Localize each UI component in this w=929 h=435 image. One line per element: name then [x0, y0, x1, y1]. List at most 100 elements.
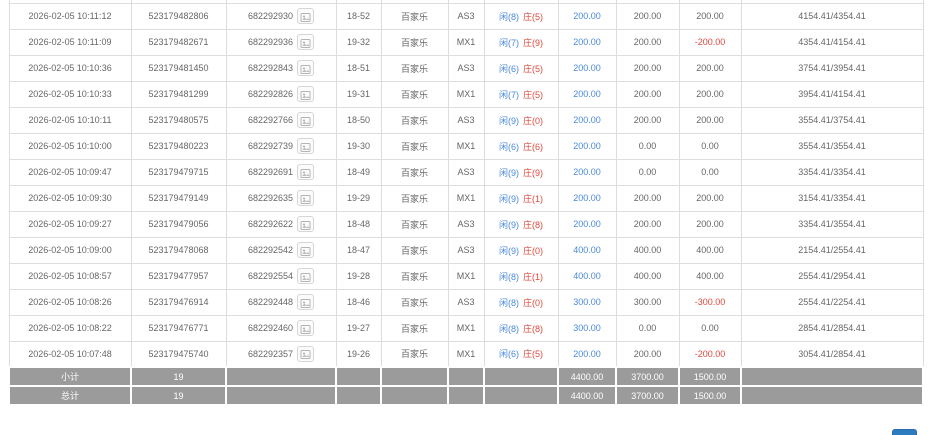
result-detail-button[interactable] — [297, 86, 315, 102]
order-number: 523179482806 — [130, 2, 227, 30]
order-number: 523179480575 — [130, 106, 227, 134]
table-row: 2026-02-05 10:10:00 523179480223 6822927… — [8, 132, 924, 160]
game-type: 百家乐 — [380, 340, 449, 368]
game-result: 闲(9) 庄(0) — [483, 236, 559, 264]
valid-amount: 200.00 — [615, 28, 680, 56]
result-detail-button[interactable] — [297, 268, 315, 284]
table-row: 2026-02-05 10:11:12 523179482806 6822929… — [8, 2, 924, 30]
game-type: 百家乐 — [380, 2, 449, 30]
game-result: 闲(6) 庄(5) — [483, 54, 559, 82]
banker-result: 庄(9) — [523, 167, 543, 178]
balance-before-after: 3754.41/3954.41 — [740, 54, 924, 82]
game-number: 682292766 — [247, 115, 294, 125]
bet-time: 2026-02-05 10:10:33 — [8, 80, 132, 108]
bet-history-table: 2026-02-05 10:11:12 523179482806 6822929… — [8, 0, 924, 406]
table-code: AS3 — [447, 210, 485, 238]
bet-time: 2026-02-05 10:11:09 — [8, 28, 132, 56]
game-number-cell: 682292554 — [225, 262, 337, 290]
player-result: 闲(6) — [499, 63, 519, 74]
result-detail-button[interactable] — [297, 60, 315, 76]
result-detail-button[interactable] — [297, 138, 315, 154]
bet-amount: 200.00 — [557, 184, 617, 212]
order-number: 523179480223 — [130, 132, 227, 160]
result-detail-icon — [300, 142, 311, 152]
game-result: 闲(8) 庄(5) — [483, 2, 559, 30]
banker-result: 庄(8) — [523, 219, 543, 230]
result-detail-button[interactable] — [297, 8, 315, 24]
game-result: 闲(6) 庄(6) — [483, 132, 559, 160]
table-row: 2026-02-05 10:10:36 523179481450 6822928… — [8, 54, 924, 82]
shoe-round: 18-51 — [335, 54, 382, 82]
result-detail-button[interactable] — [297, 294, 315, 310]
summary-winloss-total: 1500.00 — [678, 366, 742, 387]
balance-before-after: 3554.41/3554.41 — [740, 132, 924, 160]
player-result: 闲(9) — [499, 167, 519, 178]
result-detail-button[interactable] — [297, 216, 315, 232]
game-number-cell: 682292622 — [225, 210, 337, 238]
balance-before-after: 2554.41/2954.41 — [740, 262, 924, 290]
game-result: 闲(6) 庄(5) — [483, 340, 559, 368]
bet-amount: 200.00 — [557, 54, 617, 82]
player-result: 闲(8) — [499, 323, 519, 334]
player-result: 闲(7) — [499, 37, 519, 48]
game-result: 闲(8) 庄(1) — [483, 262, 559, 290]
result-detail-icon — [300, 90, 311, 100]
result-detail-button[interactable] — [297, 190, 315, 206]
bet-time: 2026-02-05 10:09:27 — [8, 210, 132, 238]
game-result: 闲(8) 庄(8) — [483, 314, 559, 342]
bet-time: 2026-02-05 10:07:48 — [8, 340, 132, 368]
shoe-round: 18-46 — [335, 288, 382, 316]
bet-time: 2026-02-05 10:10:36 — [8, 54, 132, 82]
table-row: 2026-02-05 10:09:27 523179479056 6822926… — [8, 210, 924, 238]
game-number-cell: 682292826 — [225, 80, 337, 108]
player-result: 闲(9) — [499, 245, 519, 256]
bet-amount: 200.00 — [557, 132, 617, 160]
summary-valid-total: 3700.00 — [615, 385, 680, 406]
table-code: MX1 — [447, 262, 485, 290]
shoe-round: 18-52 — [335, 2, 382, 30]
player-result: 闲(9) — [499, 219, 519, 230]
win-loss: -200.00 — [678, 28, 742, 56]
game-number-cell: 682292460 — [225, 314, 337, 342]
game-number: 682292635 — [247, 193, 294, 203]
result-detail-button[interactable] — [297, 320, 315, 336]
table-code: MX1 — [447, 28, 485, 56]
win-loss: 0.00 — [678, 132, 742, 160]
game-type: 百家乐 — [380, 132, 449, 160]
table-row: 2026-02-05 10:09:00 523179478068 6822925… — [8, 236, 924, 264]
shoe-round: 19-26 — [335, 340, 382, 368]
balance-before-after: 2154.41/2554.41 — [740, 236, 924, 264]
result-detail-button[interactable] — [297, 164, 315, 180]
summary-count: 19 — [130, 366, 227, 387]
valid-amount: 200.00 — [615, 80, 680, 108]
table-row: 2026-02-05 10:08:26 523179476914 6822924… — [8, 288, 924, 316]
valid-amount: 200.00 — [615, 106, 680, 134]
summary-bet-total: 4400.00 — [557, 366, 617, 387]
win-loss: 0.00 — [678, 158, 742, 186]
result-detail-button[interactable] — [297, 112, 315, 128]
bet-time: 2026-02-05 10:10:00 — [8, 132, 132, 160]
game-number: 682292936 — [247, 37, 294, 47]
table-code: MX1 — [447, 132, 485, 160]
game-result: 闲(9) 庄(0) — [483, 106, 559, 134]
table-row: 2026-02-05 10:11:09 523179482671 6822929… — [8, 28, 924, 56]
balance-before-after: 3954.41/4154.41 — [740, 80, 924, 108]
result-detail-button[interactable] — [297, 345, 315, 362]
game-result: 闲(9) 庄(8) — [483, 210, 559, 238]
shoe-round: 19-28 — [335, 262, 382, 290]
balance-before-after: 3154.41/3354.41 — [740, 184, 924, 212]
game-type: 百家乐 — [380, 288, 449, 316]
result-detail-button[interactable] — [297, 34, 315, 50]
result-detail-button[interactable] — [297, 242, 315, 258]
banker-result: 庄(0) — [523, 297, 543, 308]
bottom-right-blue-button[interactable] — [892, 429, 917, 435]
win-loss: 0.00 — [678, 314, 742, 342]
table-row: 2026-02-05 10:10:11 523179480575 6822927… — [8, 106, 924, 134]
game-number-cell: 682292635 — [225, 184, 337, 212]
valid-amount: 400.00 — [615, 262, 680, 290]
result-detail-icon — [300, 168, 311, 178]
valid-amount: 0.00 — [615, 132, 680, 160]
valid-amount: 400.00 — [615, 236, 680, 264]
game-number-cell: 682292930 — [225, 2, 337, 30]
bet-amount: 400.00 — [557, 236, 617, 264]
